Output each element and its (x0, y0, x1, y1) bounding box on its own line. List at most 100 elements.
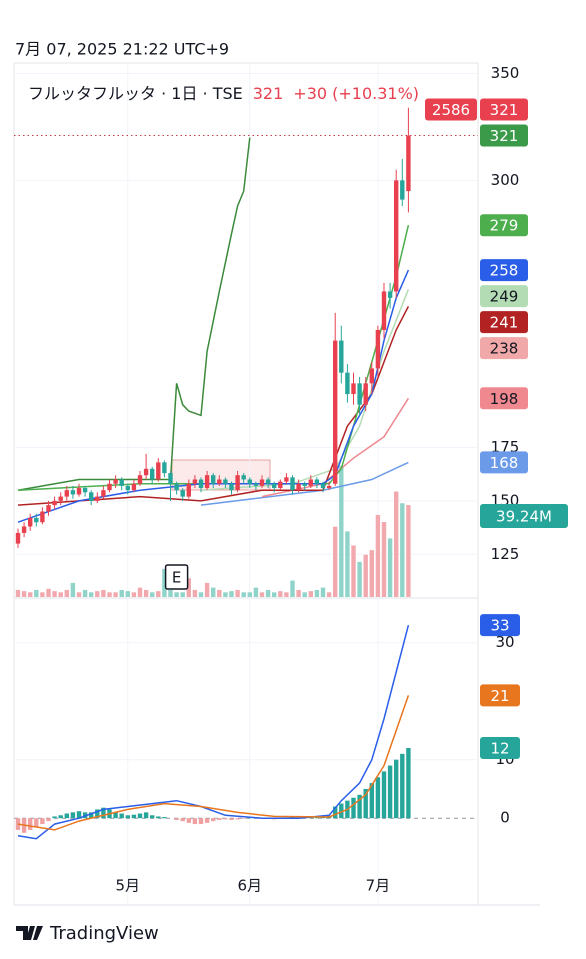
volume-bar (192, 589, 198, 597)
price-change: +30 (+10.31%) (293, 84, 419, 103)
candle-body (89, 492, 94, 501)
candle-body (259, 479, 265, 486)
volume-badge (480, 504, 568, 529)
volume-bar (387, 538, 393, 597)
price-badge-label: 279 (490, 217, 519, 235)
price-badge-label: 241 (490, 314, 519, 332)
candle-body (381, 291, 387, 330)
volume-bar (296, 589, 301, 597)
candle-body (143, 468, 149, 476)
candle-body (204, 475, 210, 489)
histogram-bar (211, 818, 216, 822)
candle-body (168, 473, 173, 484)
price-badge (480, 614, 520, 637)
volume-bar (52, 591, 57, 597)
histogram-bar (150, 815, 155, 819)
indicator-line (17, 269, 410, 523)
histogram-bar (162, 817, 167, 819)
candle-body (162, 462, 167, 474)
indicator-line (200, 461, 409, 506)
volume-bar (174, 592, 179, 597)
volume-bar (326, 592, 332, 597)
histogram-bar (369, 783, 374, 819)
price-badge-label: 321 (490, 127, 519, 145)
candle-body (70, 490, 76, 495)
volume-bar (95, 591, 100, 597)
candle-body (125, 485, 130, 491)
histogram-bar (241, 818, 246, 819)
candle-body (339, 340, 344, 373)
histogram-bar (400, 753, 405, 819)
candle-body (357, 383, 362, 405)
volume-bar (168, 589, 173, 597)
price-badge (480, 98, 528, 121)
candle-body (326, 485, 332, 489)
candle-body (223, 479, 228, 484)
candle-body (211, 475, 216, 484)
volume-bar (101, 589, 106, 597)
histogram-bar (387, 765, 393, 819)
indicator-line (17, 137, 251, 491)
histogram-bar (180, 818, 185, 822)
histogram-bar (381, 771, 387, 819)
volume-bar (76, 592, 82, 597)
candle-body (284, 477, 289, 482)
volume-bar (381, 522, 387, 597)
volume-bar (150, 592, 155, 597)
candle-body (101, 490, 106, 497)
candle-body (217, 479, 222, 484)
candle-body (64, 490, 69, 497)
volume-bar (363, 554, 368, 597)
histogram-bar (15, 818, 21, 830)
candle-body (137, 475, 143, 484)
logo-icon (16, 926, 43, 940)
price-badge (480, 737, 520, 760)
candle-body (241, 475, 246, 480)
histogram-bar (357, 794, 362, 819)
histogram-bar (89, 812, 94, 819)
price-badge (480, 337, 528, 360)
histogram-bar (406, 748, 411, 819)
candle-body (40, 511, 45, 523)
volume-bar (125, 591, 130, 597)
volume-bar (394, 491, 399, 597)
price-badge-label: 2586 (432, 101, 470, 119)
volume-bar (223, 592, 228, 597)
price-badge-label: 249 (490, 288, 519, 306)
histogram-bar (198, 818, 204, 825)
price-badge-label: 258 (490, 262, 519, 280)
histogram-bar (229, 818, 234, 820)
volume-bar (64, 589, 69, 597)
price-badge-label: 21 (490, 687, 509, 705)
candle-body (76, 488, 82, 495)
symbol-label: フルッタフルッタ · 1日 · TSE (28, 84, 243, 103)
volume-bar (333, 526, 338, 597)
volume-bar (265, 589, 271, 597)
histogram-bar (95, 809, 100, 819)
macd-line (17, 625, 410, 840)
candle-body (394, 180, 399, 292)
histogram-bar (131, 814, 137, 819)
candle-body (375, 329, 381, 369)
macd-tick-label: 30 (495, 633, 514, 651)
volume-bar (21, 591, 27, 597)
price-badge (480, 387, 528, 410)
volume-bar (351, 545, 356, 597)
candle-body (314, 479, 320, 484)
price-badge-label: 12 (490, 740, 509, 758)
histogram-bar (363, 788, 368, 819)
price-badge (480, 214, 528, 237)
y-tick-label: 125 (491, 545, 520, 563)
candle-body (131, 483, 137, 491)
histogram-bar (156, 816, 161, 819)
volume-bar (137, 587, 143, 597)
candle-body (290, 477, 295, 491)
histogram-bar (394, 759, 399, 819)
y-tick-label: 350 (491, 64, 520, 82)
volume-bar (143, 589, 149, 597)
volume-bar (375, 514, 381, 597)
candle-body (333, 340, 338, 484)
candle-body (34, 517, 39, 523)
volume-bar (314, 589, 320, 597)
candle-body (15, 532, 21, 544)
